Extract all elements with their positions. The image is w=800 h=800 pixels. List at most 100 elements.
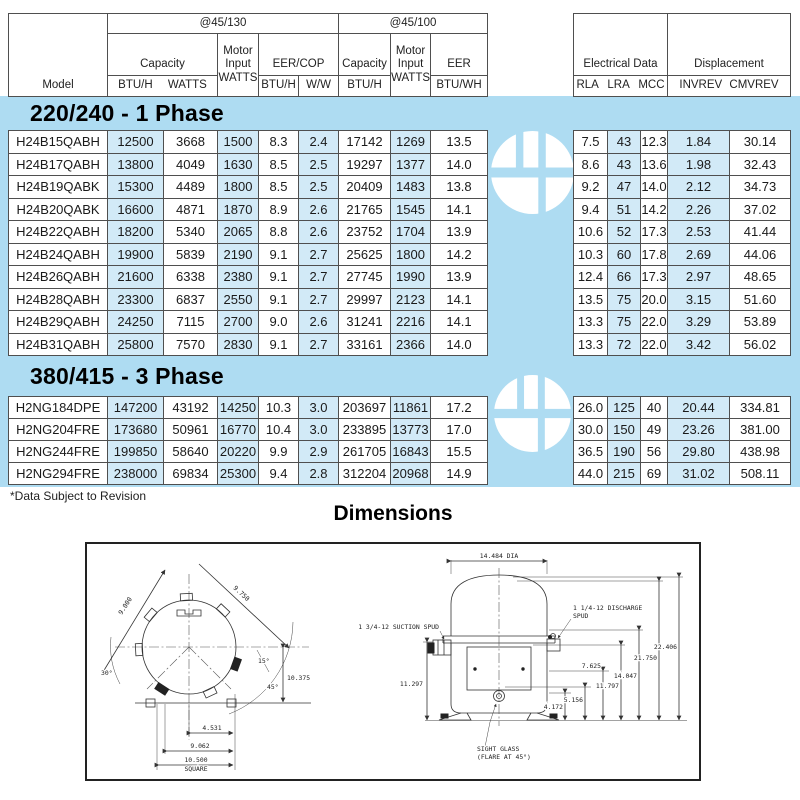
value-cell: 16843 (390, 440, 431, 463)
invrev-cmvrev-header: INVREV CMVREV (666, 75, 792, 97)
value-cell: 2.5 (298, 175, 339, 199)
value-cell: 4871 (163, 197, 218, 221)
value-cell: 2550 (217, 287, 259, 311)
sight-glass-label: SIGHT GLASS (477, 745, 519, 753)
value-cell: 69 (640, 462, 668, 485)
model-cell: H2NG244FRE (8, 440, 108, 463)
value-cell: 56.02 (729, 332, 791, 356)
value-cell: 9.4 (573, 197, 608, 221)
spec-row: 9.2 47 14.0 2.12 34.73 (573, 175, 791, 199)
value-cell: 1545 (390, 197, 431, 221)
spec-table-header-left: Model @45/130 @45/100 Capacity Motor Inp… (8, 13, 489, 97)
value-cell: 34.73 (729, 175, 791, 199)
value-cell: 150 (607, 418, 641, 441)
top-view-drawing: 9.000 9.750 30° 15° 45° 10.375 4.531 9.0… (100, 563, 311, 774)
value-cell: 1269 (390, 130, 431, 154)
value-cell: 381.00 (729, 418, 791, 441)
value-cell: 5340 (163, 220, 218, 244)
value-cell: 1800 (217, 175, 259, 199)
spec-row: H2NG184DPE 147200 43192 14250 10.3 3.0 203697 1… (8, 396, 488, 419)
value-cell: 30.14 (729, 130, 791, 154)
dim-label: 7.625 (582, 662, 601, 670)
value-cell: 13773 (390, 418, 431, 441)
dim-label: 5.156 (564, 696, 583, 704)
spec-row: 36.5 190 56 29.80 438.98 (573, 440, 791, 463)
value-cell: 7115 (163, 310, 218, 334)
value-cell: 16600 (107, 197, 164, 221)
value-cell: 43 (607, 130, 641, 154)
value-cell: 44.0 (573, 462, 608, 485)
dim-label: 21.750 (634, 654, 657, 662)
value-cell: 18200 (107, 220, 164, 244)
dim-label: 10.500 (184, 756, 207, 764)
value-cell: 1483 (390, 175, 431, 199)
spec-row: 7.5 43 12.3 1.84 30.14 (573, 130, 791, 154)
value-cell: 6837 (163, 287, 218, 311)
value-cell: 8.9 (258, 197, 299, 221)
value-cell: 13.9 (430, 265, 488, 289)
spec-row: 10.3 60 17.8 2.69 44.06 (573, 242, 791, 266)
spec-row: H24B31QABH 25800 7570 2830 9.1 2.7 33161 2366 14… (8, 332, 488, 356)
value-cell: 3.0 (298, 396, 339, 419)
value-cell: 2.7 (298, 332, 339, 356)
value-cell: 2.7 (298, 287, 339, 311)
rla-lra-mcc-header: RLA LRA MCC (573, 75, 668, 97)
value-cell: 13.3 (573, 332, 608, 356)
sight-glass-label: (FLARE AT 45°) (477, 753, 531, 761)
dim-label: 9.000 (117, 596, 134, 617)
value-cell: 14.0 (430, 152, 488, 176)
value-cell: 147200 (107, 396, 164, 419)
value-cell: 17.2 (430, 396, 488, 419)
value-cell: 22.0 (640, 332, 668, 356)
capacity-header: Capacity (338, 33, 392, 76)
value-cell: 2.5 (298, 152, 339, 176)
value-cell: 23.26 (667, 418, 730, 441)
value-cell: 20968 (390, 462, 431, 485)
value-cell: 21600 (107, 265, 164, 289)
value-cell: 2.6 (298, 197, 339, 221)
model-cell: H24B26QABH (8, 265, 108, 289)
value-cell: 1990 (390, 265, 431, 289)
brand-logo-icon (494, 375, 571, 452)
model-cell: H2NG294FRE (8, 462, 108, 485)
value-cell: 12.3 (640, 130, 668, 154)
model-column-header: Model (8, 13, 108, 97)
spec-row: 12.4 66 17.3 2.97 48.65 (573, 265, 791, 289)
value-cell: 13.6 (640, 152, 668, 176)
technical-drawing: 9.000 9.750 30° 15° 45° 10.375 4.531 9.0… (100, 551, 687, 774)
suction-spud-label: 1 3/4-12 SUCTION SPUD (358, 623, 439, 631)
value-cell: 51 (607, 197, 641, 221)
value-cell: 9.1 (258, 287, 299, 311)
angle-label: 15° (258, 657, 270, 665)
spec-row: 10.6 52 17.3 2.53 41.44 (573, 220, 791, 244)
value-cell: 51.60 (729, 287, 791, 311)
spec-row: 13.3 72 22.0 3.42 56.02 (573, 332, 791, 356)
side-view-drawing: 14.484 DIA 1 3/4-12 SUCTION SPUD 1 1/4-1… (357, 551, 687, 762)
dim-label: SQUARE (184, 765, 207, 773)
value-cell: 233895 (338, 418, 391, 441)
model-cell: H24B29QABH (8, 310, 108, 334)
btuh-header: BTU/H (338, 75, 392, 97)
value-cell: 43192 (163, 396, 218, 419)
dimensions-drawing-box: 9.000 9.750 30° 15° 45° 10.375 4.531 9.0… (85, 542, 701, 781)
value-cell: 2216 (390, 310, 431, 334)
value-cell: 31241 (338, 310, 391, 334)
value-cell: 14.1 (430, 287, 488, 311)
value-cell: 9.9 (258, 440, 299, 463)
value-cell: 14.1 (430, 310, 488, 334)
value-cell: 10.6 (573, 220, 608, 244)
btuwh-header: BTU/WH (430, 75, 489, 97)
value-cell: 23300 (107, 287, 164, 311)
dimensions-title: Dimensions (333, 502, 453, 525)
section-title-3-phase: 380/415 - 3 Phase (30, 363, 224, 389)
value-cell: 14.0 (640, 175, 668, 199)
value-cell: 24250 (107, 310, 164, 334)
value-cell: 14.2 (430, 242, 488, 266)
value-cell: 17142 (338, 130, 391, 154)
value-cell: 29997 (338, 287, 391, 311)
spec-row: H24B19QABK 15300 4489 1800 8.5 2.5 20409 1483 13… (8, 175, 488, 199)
value-cell: 25800 (107, 332, 164, 356)
value-cell: 32.43 (729, 152, 791, 176)
value-cell: 12.4 (573, 265, 608, 289)
value-cell: 75 (607, 287, 641, 311)
